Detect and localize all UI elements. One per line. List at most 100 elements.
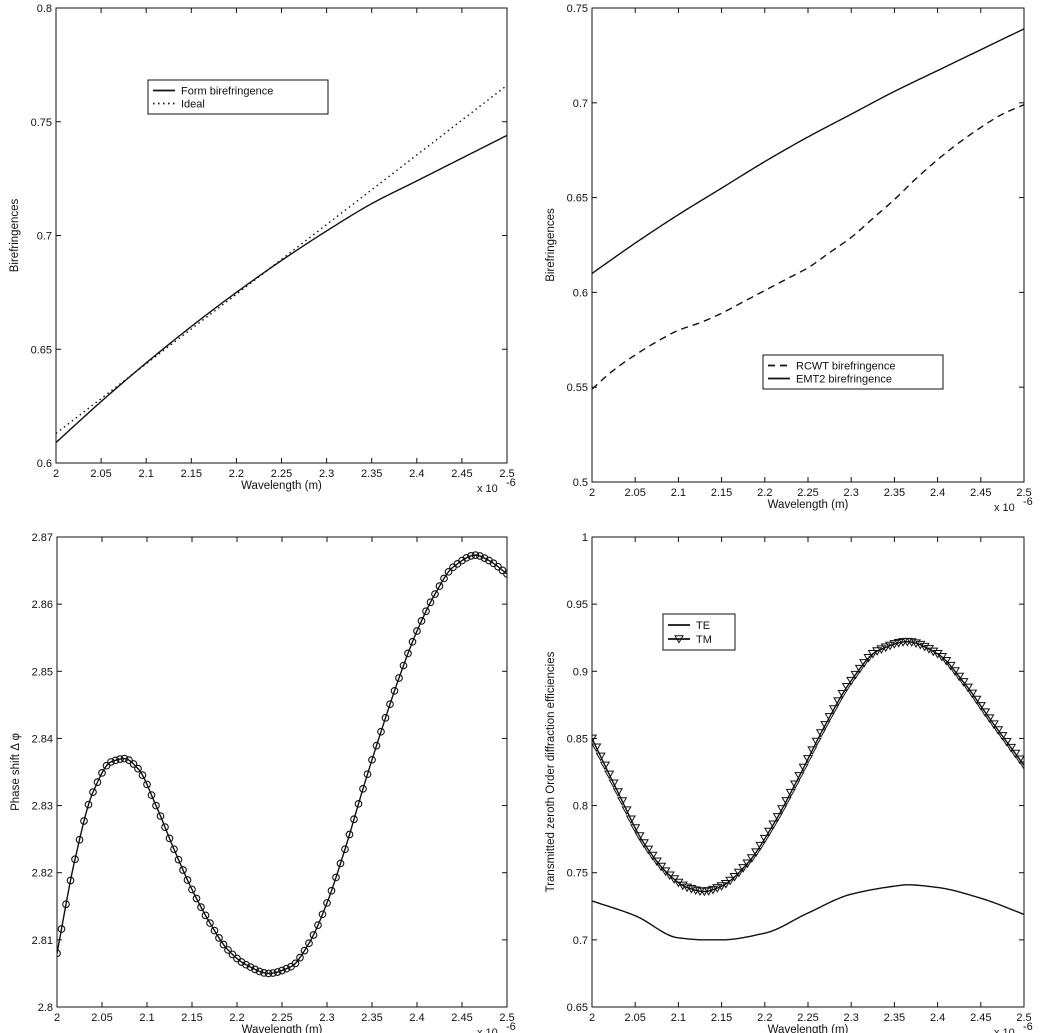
- triangle-marker: [954, 672, 965, 682]
- triangle-marker: [1010, 749, 1021, 759]
- triangle-marker: [755, 841, 766, 851]
- plot-area: [592, 637, 1024, 941]
- circle-marker: [314, 921, 322, 930]
- x-tick-label: 2.5: [1016, 1012, 1031, 1024]
- triangle-marker: [949, 667, 960, 676]
- plot-area: [592, 28, 1024, 390]
- x-tick-label: 2.2: [229, 1012, 244, 1024]
- x-tick-label: 2.4: [409, 468, 424, 480]
- triangle-marker: [893, 638, 904, 648]
- circle-marker: [395, 674, 403, 682]
- series-line-2: [592, 28, 1024, 275]
- y-tick-label: 0.7: [37, 231, 52, 243]
- triangle-marker: [742, 859, 753, 869]
- y-tick-label: 0.8: [573, 801, 588, 813]
- triangle-marker: [725, 876, 736, 886]
- circle-marker: [147, 791, 156, 799]
- circle-marker: [368, 755, 376, 764]
- x-tick-label: 2.5: [499, 468, 514, 480]
- triangle-marker: [915, 640, 926, 650]
- triangle-marker: [1001, 738, 1012, 747]
- triangle-marker: [837, 689, 848, 699]
- triangle-marker: [608, 779, 619, 789]
- circle-marker: [444, 567, 453, 576]
- triangle-marker: [764, 827, 775, 837]
- legend-entry: TE: [696, 620, 710, 632]
- triangle-marker: [798, 763, 809, 773]
- x-tick-label: 2.4: [930, 1012, 945, 1024]
- triangle-marker: [993, 726, 1004, 735]
- circle-marker: [476, 552, 484, 560]
- x-multiplier-label: x 10: [994, 1027, 1015, 1033]
- x-tick-label: 2.25: [271, 1012, 292, 1024]
- triangle-marker: [630, 824, 641, 833]
- x-tick-label: 2.5: [1016, 487, 1031, 499]
- y-tick-label: 0.5: [573, 477, 588, 489]
- circle-marker: [417, 617, 426, 625]
- triangle-marker: [643, 845, 654, 855]
- y-tick-label: 0.65: [567, 193, 588, 205]
- triangle-marker: [997, 732, 1008, 741]
- x-multiplier-exponent: -6: [506, 1021, 516, 1033]
- circle-marker: [390, 686, 399, 695]
- plot-frame: [55, 7, 508, 464]
- x-tick-label: 2.1: [139, 468, 154, 480]
- y-tick-label: 0.8: [37, 3, 52, 15]
- circle-marker: [399, 661, 408, 670]
- legend-triangle-marker: [674, 635, 684, 644]
- x-multiplier-label: x 10: [477, 1027, 498, 1033]
- chart-panel-4: 2 2.05 2.1 2.15 2.2 2.25 2.3 2.35 2.4 2.45 2.5 0.65…: [545, 532, 1033, 1033]
- triangle-marker: [592, 734, 598, 744]
- y-axis-label: Birefringences: [545, 208, 557, 282]
- circle-marker: [269, 969, 277, 977]
- x-tick-label: 2.35: [884, 1012, 905, 1024]
- x-tick-label: 2.15: [181, 468, 202, 480]
- y-tick-label: 2.82: [32, 868, 53, 880]
- circle-marker: [467, 552, 475, 560]
- circle-marker: [183, 876, 192, 884]
- triangle-marker: [759, 834, 770, 844]
- series-line-1: [592, 104, 1024, 390]
- triangle-marker: [617, 797, 628, 806]
- triangle-marker: [592, 743, 602, 753]
- triangle-marker: [777, 805, 788, 814]
- y-tick-label: 2.86: [32, 599, 53, 611]
- triangle-marker: [910, 639, 922, 648]
- circle-marker: [431, 590, 439, 598]
- circle-marker: [66, 876, 75, 885]
- x-tick-label: 2.35: [361, 1012, 382, 1024]
- triangle-marker: [1005, 743, 1017, 753]
- triangle-marker: [872, 647, 883, 656]
- circle-marker: [71, 855, 79, 864]
- triangle-marker: [958, 678, 969, 687]
- circle-marker: [251, 965, 259, 974]
- triangle-marker: [647, 851, 658, 861]
- circle-marker: [143, 780, 151, 789]
- y-tick-label: 0.9: [573, 666, 588, 678]
- y-tick-label: 0.6: [573, 287, 588, 299]
- x-tick-label: 2: [53, 468, 59, 480]
- chart-panel-3: 2 2.05 2.1 2.15 2.2 2.25 2.3 2.35 2.4 2.45 2.52.82…: [10, 532, 516, 1033]
- triangle-marker: [923, 645, 935, 654]
- circle-marker: [215, 934, 223, 942]
- y-tick-label: 2.83: [32, 801, 53, 813]
- circle-marker: [120, 754, 129, 763]
- y-tick-label: 2.81: [32, 935, 53, 947]
- y-tick-label: 2.87: [32, 532, 53, 544]
- triangle-marker: [863, 654, 874, 663]
- legend-entry: TM: [696, 634, 712, 646]
- triangle-marker: [846, 676, 857, 686]
- circle-marker: [192, 894, 201, 903]
- x-multiplier-label: x 10: [477, 483, 498, 495]
- circle-marker: [404, 649, 412, 658]
- circle-marker: [372, 741, 381, 750]
- circle-marker: [471, 551, 480, 559]
- circle-marker: [80, 817, 88, 825]
- x-tick-label: 2.25: [797, 1012, 818, 1024]
- circle-marker: [134, 764, 142, 773]
- legend-box: [147, 79, 329, 115]
- circle-marker: [462, 553, 471, 562]
- y-tick-label: 1: [582, 532, 588, 544]
- plot-frame: [591, 7, 1025, 483]
- x-tick-label: 2: [54, 1012, 60, 1024]
